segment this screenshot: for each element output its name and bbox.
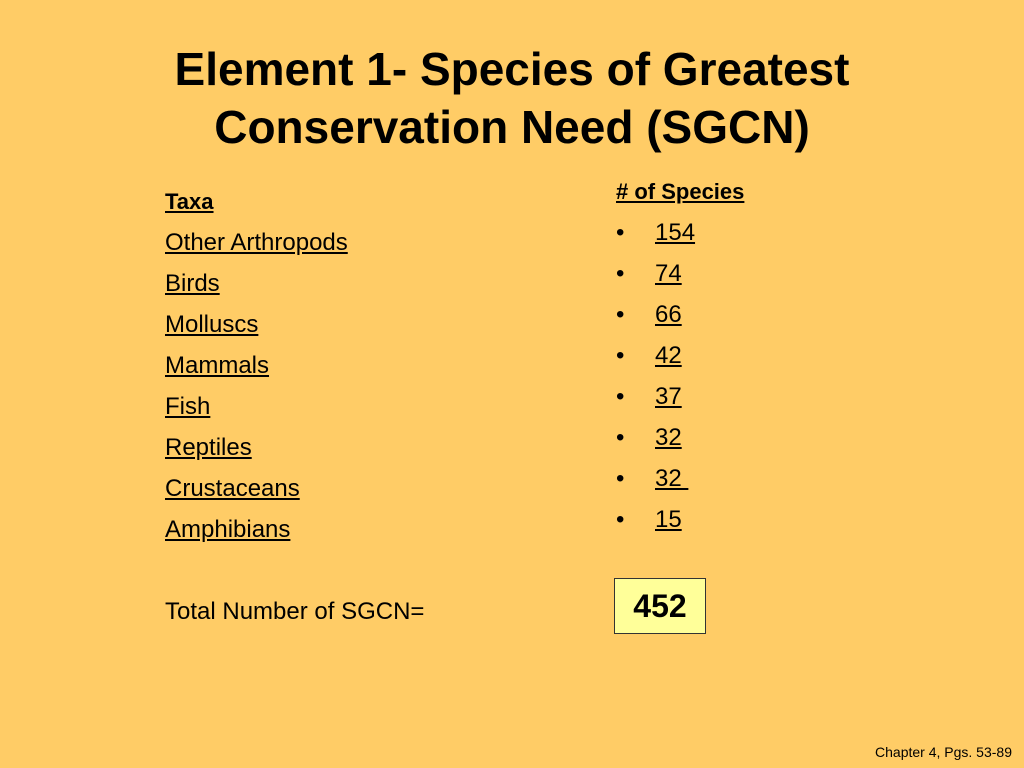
total-label: Total Number of SGCN=: [165, 598, 425, 625]
bullet-icon: •: [616, 383, 625, 410]
bullet-icon: •: [616, 260, 625, 287]
species-count-item: • 66: [616, 300, 916, 341]
species-count-value: 32: [655, 424, 682, 451]
species-count-item: • 32: [616, 464, 916, 505]
species-count-item: • 74: [616, 259, 916, 300]
bullet-icon: •: [616, 506, 625, 533]
taxa-item-other-arthropods: Other Arthropods: [165, 229, 348, 256]
slide-title: Element 1- Species of Greatest Conservat…: [0, 40, 1024, 156]
bullet-icon: •: [616, 424, 625, 451]
species-count-item: • 32: [616, 423, 916, 464]
taxa-item-birds: Birds: [165, 270, 220, 297]
bullet-icon: •: [616, 465, 625, 492]
title-line-1: Element 1- Species of Greatest: [174, 43, 850, 95]
species-count-item: • 37: [616, 382, 916, 423]
bullet-icon: •: [616, 342, 625, 369]
bullet-icon: •: [616, 219, 625, 246]
taxa-item-crustaceans: Crustaceans: [165, 475, 300, 502]
taxa-column: Taxa Other Arthropods Birds Molluscs Mam…: [165, 187, 585, 556]
species-count-item: • 154: [616, 218, 916, 259]
species-count-value: 154: [655, 219, 696, 246]
total-value-box: 452: [614, 578, 706, 634]
taxa-heading: Taxa: [165, 189, 214, 214]
taxa-item-amphibians: Amphibians: [165, 516, 291, 543]
species-count-value: 42: [655, 342, 682, 369]
species-count-column: # of Species • 154 • 74 • 66 • 42 • 37 •…: [616, 177, 916, 546]
species-count-value: 74: [655, 260, 682, 287]
taxa-item-fish: Fish: [165, 393, 211, 420]
title-line-2: Conservation Need (SGCN): [214, 101, 810, 153]
taxa-item-reptiles: Reptiles: [165, 434, 252, 461]
species-count-value: 37: [655, 383, 682, 410]
species-count-item: • 15: [616, 505, 916, 546]
taxa-item-molluscs: Molluscs: [165, 311, 259, 338]
species-count-item: • 42: [616, 341, 916, 382]
species-count-value: 32: [655, 465, 689, 492]
species-count-value: 15: [655, 506, 682, 533]
footer-citation: Chapter 4, Pgs. 53-89: [875, 744, 1012, 760]
species-count-value: 66: [655, 301, 682, 328]
species-count-heading: # of Species: [616, 179, 745, 204]
taxa-item-mammals: Mammals: [165, 352, 270, 379]
bullet-icon: •: [616, 301, 625, 328]
